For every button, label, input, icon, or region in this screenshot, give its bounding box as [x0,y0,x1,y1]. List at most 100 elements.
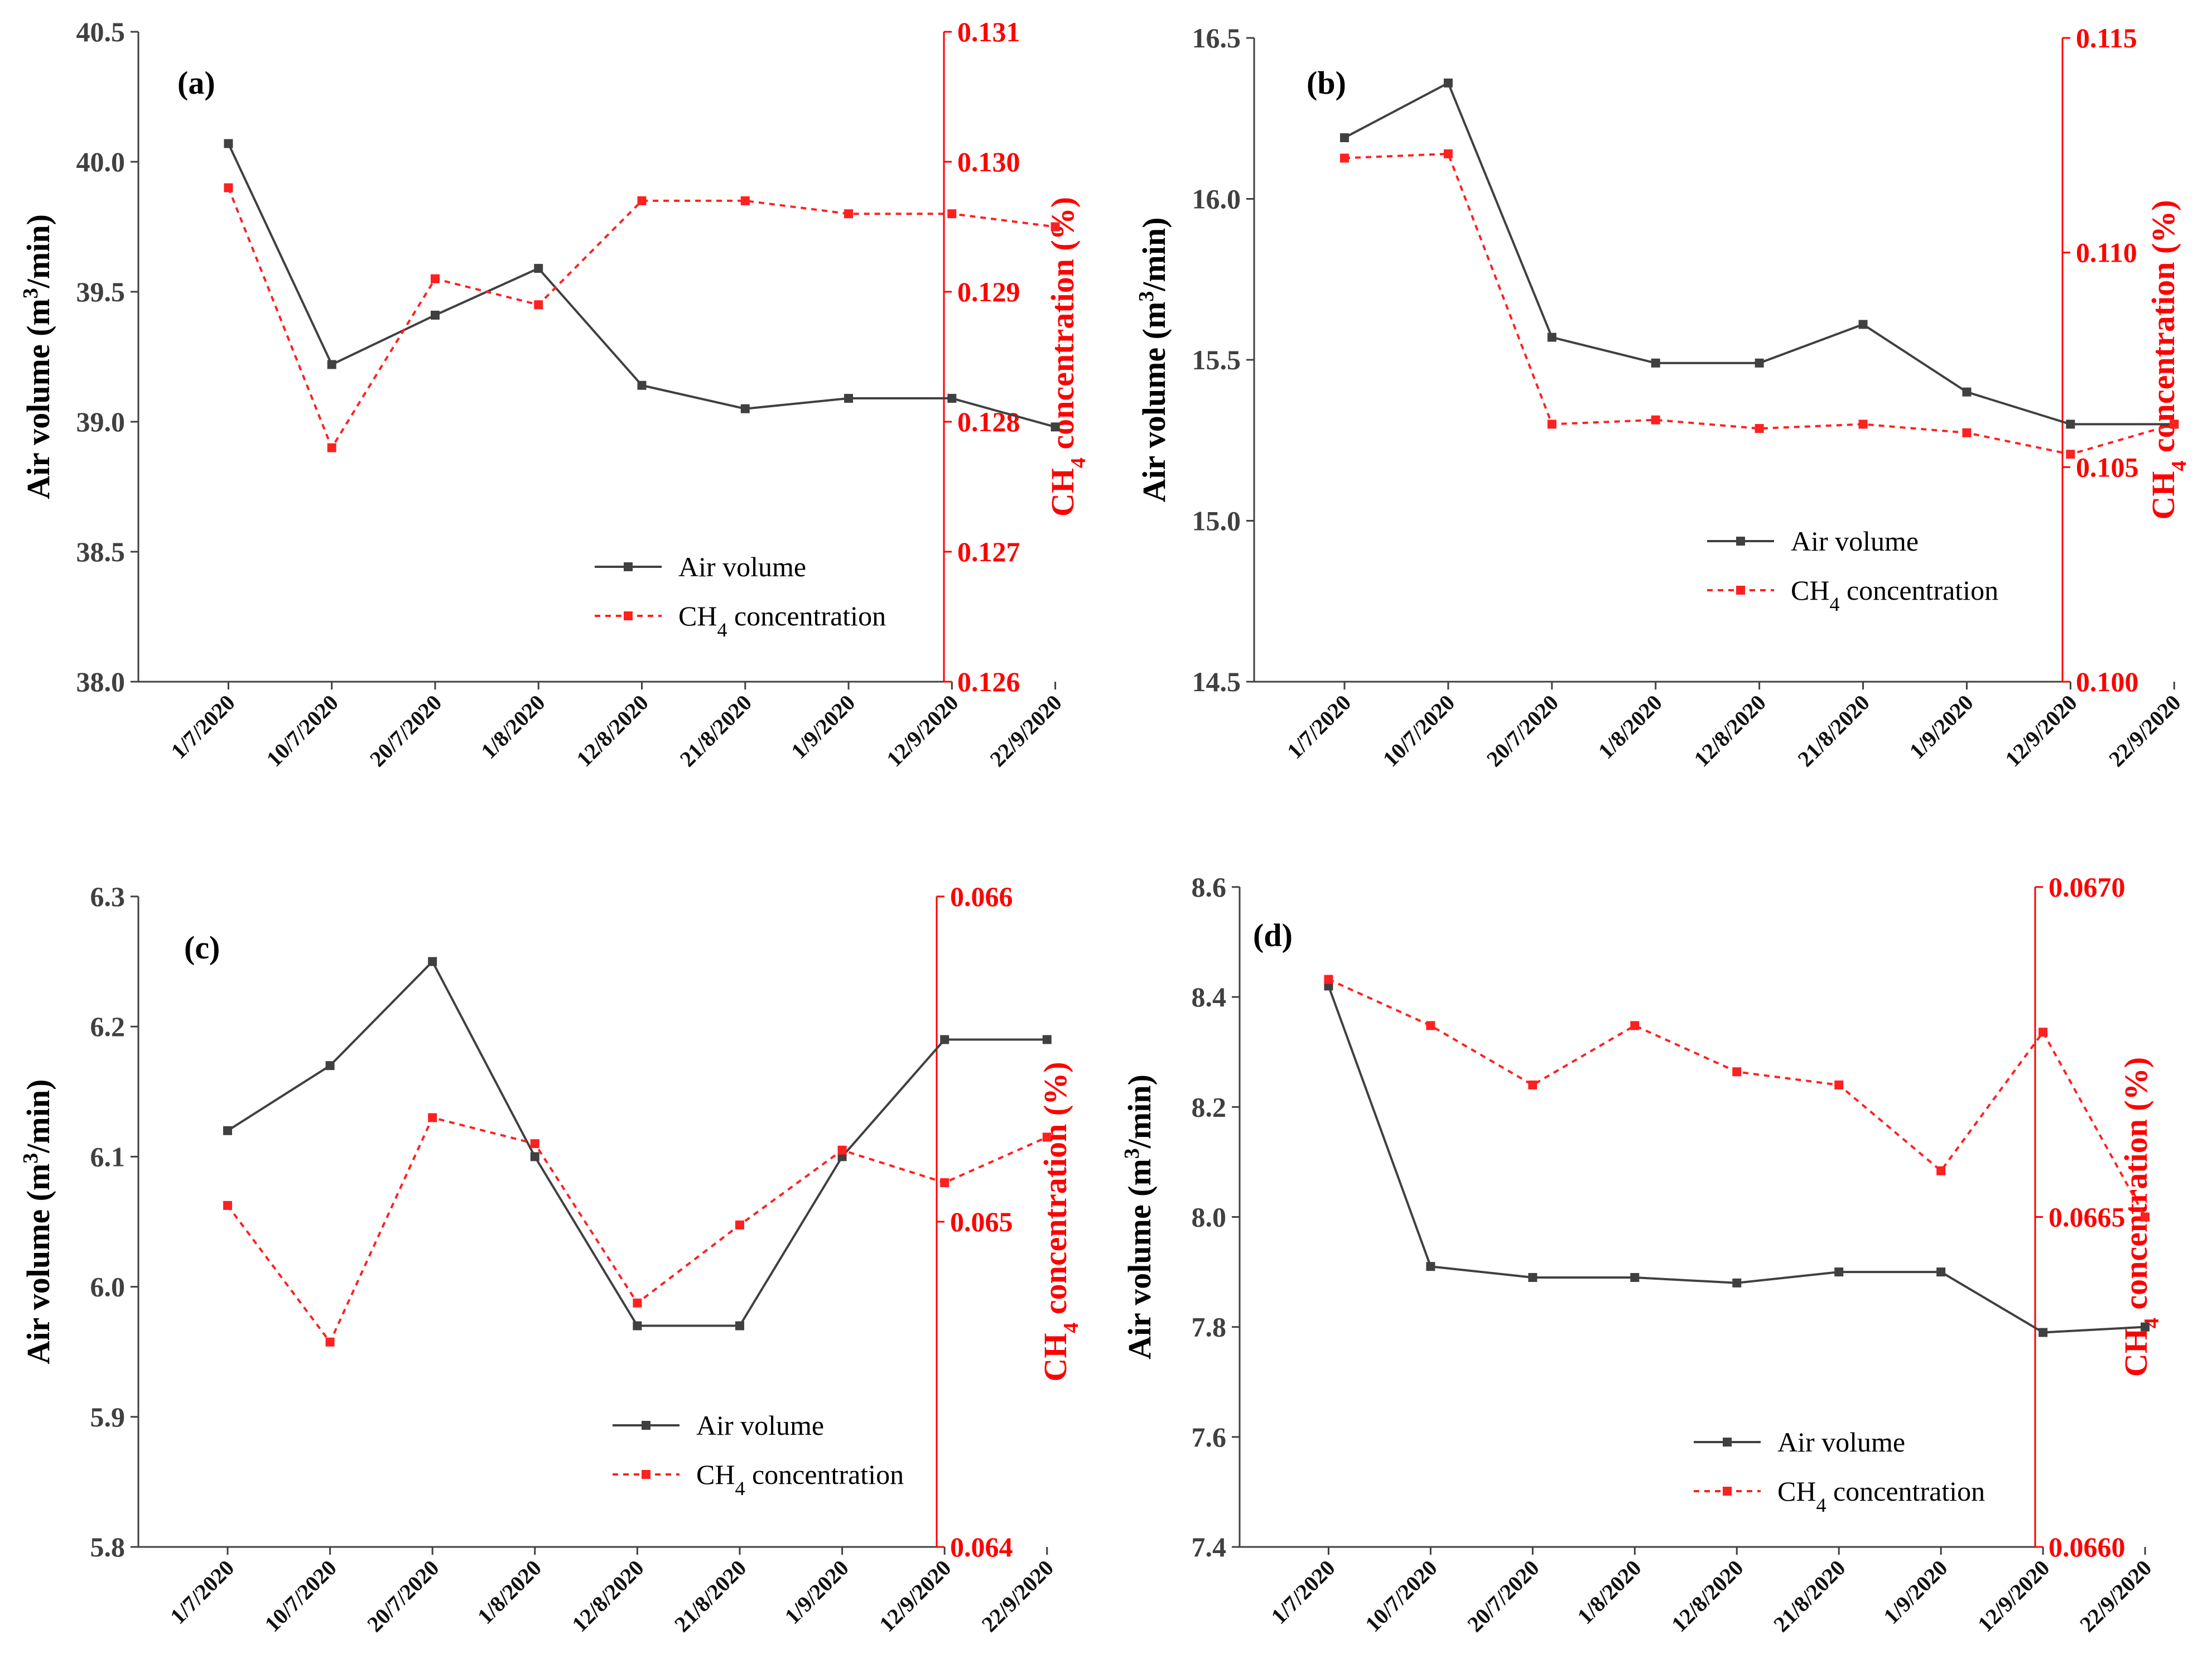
right-tick-label: 0.065 [950,1206,1013,1237]
air-volume-point [1443,78,1453,88]
air-volume-point [1050,422,1060,432]
left-tick-label: 5.8 [90,1531,126,1563]
ch4-concentration-line [1328,978,2146,1218]
air-volume-point [1426,1262,1435,1271]
x-tick-label: 1/8/2020 [1593,690,1667,764]
x-tick-label: 12/9/2020 [2000,690,2082,772]
x-tick-label: 22/9/2020 [2075,1555,2157,1637]
legend-ch4-marker [1736,586,1745,595]
x-tick-label: 22/9/2020 [2104,690,2186,772]
left-axis-title: Air volume (m3/min) [1120,1074,1158,1360]
chart-panel-d: 7.4 7.6 7.8 8.0 8.2 8.4 8.6 0.0660 0.0665 0.0670 1… [1120,871,2163,1637]
ch4-concentration-point [1339,153,1349,163]
left-tick-label: 15.5 [1192,344,1241,375]
right-tick-label: 0.129 [957,276,1020,307]
chart-panel-b: 14.5 15.0 15.5 16.0 16.5 0.100 0.105 0.110 0.115… [1135,22,2191,772]
left-tick-label: 5.9 [90,1401,126,1433]
air-volume-point [327,360,336,369]
legend-air-marker [642,1421,650,1430]
ch4-concentration-point [428,1113,437,1122]
panel-label: (a) [177,65,215,101]
ch4-concentration-point [327,443,336,452]
ch4-concentration-point [1050,222,1060,232]
air-volume-point [740,404,750,413]
left-tick-label: 7.4 [1192,1531,1227,1563]
legend-air-marker [1723,1438,1732,1447]
right-tick-label: 0.130 [957,146,1020,177]
x-tick-label: 1/8/2020 [473,1555,546,1629]
left-tick-label: 7.8 [1192,1312,1227,1343]
x-tick-label: 10/7/2020 [1378,690,1460,772]
air-volume-point [534,264,543,273]
right-tick-label: 0.064 [950,1531,1013,1563]
x-tick-label: 1/8/2020 [1572,1555,1646,1629]
air-volume-point [1042,1035,1052,1044]
legend-air-label: Air volume [1791,526,1919,557]
ch4-concentration-point [947,209,957,219]
air-volume-point [947,394,957,403]
ch4-concentration-point [637,196,647,205]
x-tick-label: 1/9/2020 [780,1555,854,1629]
x-tick-label: 10/7/2020 [262,690,344,772]
air-volume-line [1344,81,2175,426]
ch4-concentration-point [223,1201,232,1210]
air-volume-point [2066,420,2075,429]
ch4-concentration-point [1426,1021,1435,1030]
legend-ch4-label: CH4 concentration [1791,575,1998,615]
left-tick-label: 8.4 [1192,981,1227,1013]
legend-air-marker [624,562,633,571]
left-tick-label: 40.5 [76,16,126,47]
legend-air-label: Air volume [678,551,806,582]
x-tick-label: 20/7/2020 [362,1555,444,1637]
ch4-concentration-point [837,1145,847,1155]
left-tick-label: 16.5 [1192,22,1241,54]
right-axis-title: CH4 concentration (%) [1044,197,1090,517]
air-volume-point [844,394,854,403]
legend-ch4-marker [642,1470,650,1479]
left-tick-label: 14.5 [1192,666,1241,697]
x-tick-label: 21/8/2020 [669,1555,751,1637]
left-tick-label: 15.0 [1192,505,1241,537]
air-volume-point [1834,1267,1844,1277]
legend-ch4-marker [624,611,633,620]
left-tick-label: 6.2 [90,1011,126,1042]
air-volume-point [1339,133,1349,142]
left-tick-label: 8.0 [1192,1202,1227,1233]
air-volume-point [530,1152,539,1161]
air-volume-point [428,957,437,966]
legend-ch4-marker [1723,1487,1732,1496]
x-tick-label: 20/7/2020 [1462,1555,1544,1637]
ch4-concentration-point [940,1178,950,1188]
x-tick-label: 10/7/2020 [1360,1555,1442,1637]
ch4-concentration-point [325,1337,335,1347]
x-tick-label: 22/9/2020 [977,1555,1059,1637]
right-tick-label: 0.0665 [2049,1202,2126,1233]
ch4-concentration-point [2170,420,2179,429]
legend-ch4-label: CH4 concentration [678,600,886,641]
air-volume-point [1755,358,1764,368]
ch4-concentration-point [1755,424,1764,433]
ch4-concentration-point [1443,149,1453,158]
air-volume-point [633,1321,642,1330]
ch4-concentration-point [1324,975,1333,984]
right-axis-title: CH4 concentration (%) [2145,200,2191,519]
air-volume-point [637,380,647,390]
panel-label: (b) [1307,65,1346,101]
x-tick-label: 12/9/2020 [874,1555,956,1637]
ch4-concentration-point [844,209,854,219]
legend-ch4-label: CH4 concentration [696,1459,904,1500]
air-volume-point [1858,320,1868,329]
x-tick-label: 21/8/2020 [1768,1555,1850,1637]
air-volume-point [1962,387,1972,397]
left-tick-label: 40.0 [76,146,126,177]
air-volume-point [940,1035,950,1044]
left-tick-label: 6.1 [90,1141,126,1172]
right-tick-label: 0.110 [2076,237,2137,268]
left-tick-label: 7.6 [1192,1421,1227,1453]
ch4-concentration-point [1042,1132,1052,1142]
air-volume-point [223,1126,232,1135]
left-tick-label: 16.0 [1192,184,1241,215]
air-volume-point [1936,1267,1946,1277]
right-tick-label: 0.066 [950,881,1013,912]
air-volume-point [224,139,233,148]
